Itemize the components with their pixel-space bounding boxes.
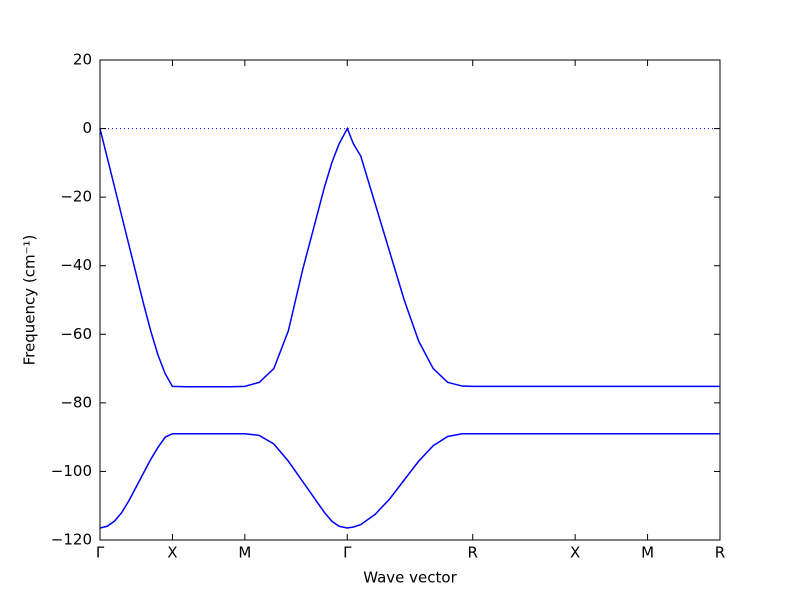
y-tick-label: −100: [51, 462, 92, 480]
y-tick-label: 20: [73, 51, 92, 69]
band-line: [99, 432, 720, 529]
y-tick-label: −20: [60, 188, 92, 206]
x-tick-label: R: [468, 544, 478, 562]
y-tick-label: 0: [82, 119, 92, 137]
y-tick-label: −40: [60, 256, 92, 274]
x-tick-label: Γ: [96, 544, 105, 562]
x-tick-label: X: [570, 544, 580, 562]
x-tick-label: X: [167, 544, 177, 562]
x-axis-label: Wave vector: [363, 569, 457, 587]
plot-frame: [99, 59, 721, 541]
x-tick-label: M: [641, 544, 654, 562]
y-axis-label: Frequency (cm⁻¹): [21, 235, 39, 366]
y-tick-label: −120: [51, 531, 92, 549]
x-tick-label: Γ: [343, 544, 352, 562]
x-tick-label: R: [715, 544, 725, 562]
y-tick-label: −60: [60, 325, 92, 343]
x-tick-label: M: [238, 544, 251, 562]
band-line: [99, 126, 720, 388]
y-tick-label: −80: [60, 393, 92, 411]
